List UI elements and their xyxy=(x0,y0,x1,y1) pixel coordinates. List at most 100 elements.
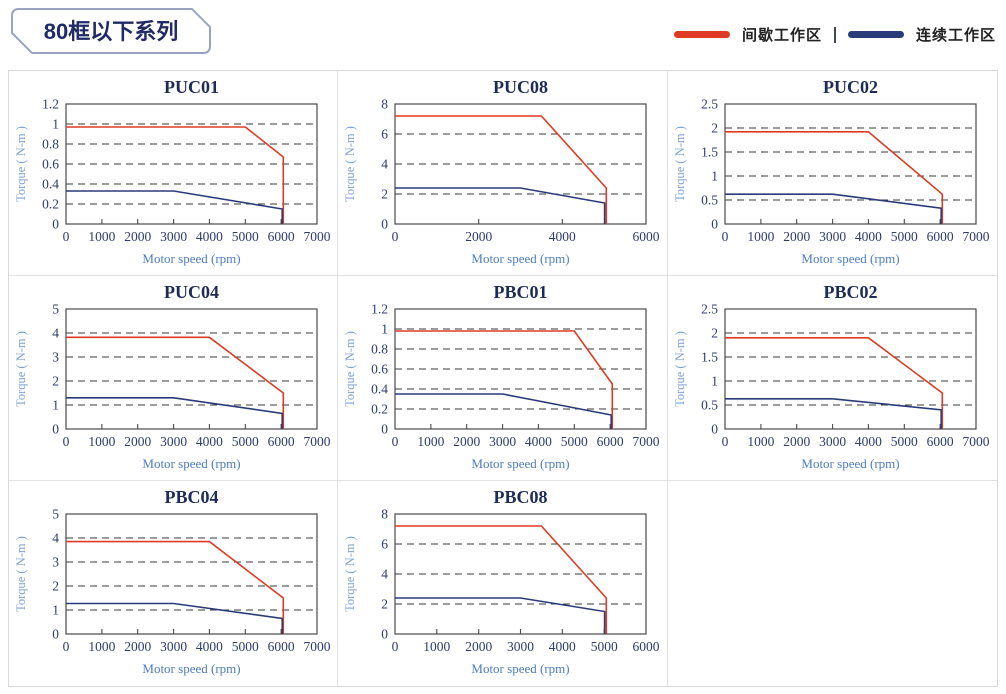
svg-text:6000: 6000 xyxy=(633,639,660,654)
svg-text:4: 4 xyxy=(382,157,389,172)
svg-text:4000: 4000 xyxy=(196,229,223,244)
svg-text:2000: 2000 xyxy=(783,434,810,449)
svg-text:2: 2 xyxy=(711,121,718,136)
chart-cell: 0 2000 4000 6000 0 2 4 6 8 PUC08 Torque ( N-m ) Mot… xyxy=(338,71,668,276)
svg-text:1000: 1000 xyxy=(88,434,115,449)
svg-text:7000: 7000 xyxy=(633,434,660,449)
svg-text:4000: 4000 xyxy=(196,639,223,654)
svg-text:0.4: 0.4 xyxy=(371,382,388,397)
svg-text:1: 1 xyxy=(382,322,389,337)
svg-text:1: 1 xyxy=(52,117,59,132)
svg-text:2: 2 xyxy=(52,374,59,389)
legend-label-continuous: 连续工作区 xyxy=(915,27,996,44)
svg-text:3000: 3000 xyxy=(160,229,187,244)
chart-cell: 0 1000 2000 3000 4000 5000 6000 0 2 4 6 8 PBC08 Torqu… xyxy=(338,481,668,686)
continuous-line-swatch xyxy=(847,31,904,38)
svg-text:0: 0 xyxy=(52,422,59,437)
svg-text:2: 2 xyxy=(382,597,389,612)
svg-text:4: 4 xyxy=(382,567,389,582)
svg-text:3000: 3000 xyxy=(489,434,516,449)
svg-text:0: 0 xyxy=(52,217,59,232)
svg-text:5000: 5000 xyxy=(232,434,259,449)
svg-text:3: 3 xyxy=(52,555,59,570)
svg-text:PUC02: PUC02 xyxy=(823,77,878,97)
torque-speed-chart: 0 1000 2000 3000 4000 5000 6000 7000 0 0.5 1 1.5 2 2.… xyxy=(673,282,990,471)
svg-text:0.5: 0.5 xyxy=(701,193,718,208)
svg-text:PBC02: PBC02 xyxy=(823,282,877,302)
svg-text:5000: 5000 xyxy=(232,229,259,244)
torque-speed-chart: 0 1000 2000 3000 4000 5000 6000 7000 0 0.2 0.4 0.6 0… xyxy=(343,282,660,471)
svg-text:Motor speed (rpm): Motor speed (rpm) xyxy=(801,251,899,266)
svg-text:1000: 1000 xyxy=(418,434,445,449)
svg-text:2: 2 xyxy=(711,326,718,341)
svg-text:2000: 2000 xyxy=(466,229,493,244)
torque-speed-chart: 0 1000 2000 3000 4000 5000 6000 7000 0 1 2 3 4 5 PBC04… xyxy=(14,487,331,676)
svg-text:2.5: 2.5 xyxy=(701,97,718,112)
svg-text:PUC04: PUC04 xyxy=(164,282,219,302)
svg-text:2000: 2000 xyxy=(124,434,151,449)
svg-text:1: 1 xyxy=(52,603,59,618)
svg-text:6: 6 xyxy=(382,127,389,142)
svg-text:0: 0 xyxy=(711,217,718,232)
svg-text:0: 0 xyxy=(52,627,59,642)
svg-text:5: 5 xyxy=(52,302,59,317)
svg-text:Torque ( N-m ): Torque ( N-m ) xyxy=(673,126,687,202)
badge-title: 80框以下系列 xyxy=(44,19,178,44)
charts-grid-panel: 0 1000 2000 3000 4000 5000 6000 7000 0 0.2 0.4 0.6 0… xyxy=(8,70,998,687)
svg-text:0.6: 0.6 xyxy=(42,157,59,172)
legend-item-intermittent: 间歇工作区 xyxy=(673,24,822,45)
svg-text:0: 0 xyxy=(711,422,718,437)
svg-text:0: 0 xyxy=(63,639,70,654)
svg-text:Torque ( N-m ): Torque ( N-m ) xyxy=(673,331,687,407)
svg-text:5000: 5000 xyxy=(561,434,588,449)
svg-text:Torque ( N-m ): Torque ( N-m ) xyxy=(14,331,28,407)
chart-cell: 0 1000 2000 3000 4000 5000 6000 7000 0 1 2 3 4 5 PBC04… xyxy=(9,481,339,686)
svg-text:Motor speed (rpm): Motor speed (rpm) xyxy=(142,251,240,266)
svg-text:7000: 7000 xyxy=(962,229,989,244)
legend-label-intermittent: 间歇工作区 xyxy=(741,27,822,44)
svg-text:0.5: 0.5 xyxy=(701,398,718,413)
svg-text:7000: 7000 xyxy=(962,434,989,449)
svg-text:PBC08: PBC08 xyxy=(494,487,548,507)
svg-text:PUC08: PUC08 xyxy=(493,77,548,97)
svg-text:6000: 6000 xyxy=(926,434,953,449)
svg-text:0: 0 xyxy=(63,434,70,449)
svg-text:8: 8 xyxy=(382,97,389,112)
svg-text:0.8: 0.8 xyxy=(42,137,59,152)
svg-text:Motor speed (rpm): Motor speed (rpm) xyxy=(142,456,240,471)
svg-text:5000: 5000 xyxy=(890,434,917,449)
chart-legend: 间歇工作区 连续工作区 xyxy=(673,24,996,45)
svg-text:5: 5 xyxy=(52,507,59,522)
svg-text:5000: 5000 xyxy=(890,229,917,244)
svg-text:6000: 6000 xyxy=(633,229,660,244)
chart-cell: 0 1000 2000 3000 4000 5000 6000 7000 0 0.5 1 1.5 2 2.… xyxy=(667,276,997,481)
svg-text:Torque ( N-m ): Torque ( N-m ) xyxy=(343,536,357,612)
svg-text:1: 1 xyxy=(711,169,718,184)
svg-text:2000: 2000 xyxy=(124,639,151,654)
svg-text:2000: 2000 xyxy=(124,229,151,244)
svg-text:4: 4 xyxy=(52,326,59,341)
svg-text:3000: 3000 xyxy=(819,229,846,244)
svg-text:Torque ( N-m ): Torque ( N-m ) xyxy=(14,126,28,202)
svg-text:6000: 6000 xyxy=(268,639,295,654)
svg-text:8: 8 xyxy=(382,507,389,522)
torque-speed-chart: 0 1000 2000 3000 4000 5000 6000 7000 0 0.2 0.4 0.6 0… xyxy=(14,77,331,266)
svg-text:Motor speed (rpm): Motor speed (rpm) xyxy=(472,456,570,471)
svg-text:0: 0 xyxy=(382,422,389,437)
svg-text:2: 2 xyxy=(52,579,59,594)
svg-text:6: 6 xyxy=(382,537,389,552)
svg-text:3000: 3000 xyxy=(819,434,846,449)
svg-text:1000: 1000 xyxy=(88,639,115,654)
svg-text:1.2: 1.2 xyxy=(371,302,388,317)
torque-speed-chart: 0 2000 4000 6000 0 2 4 6 8 PUC08 Torque ( N-m ) Mot… xyxy=(343,77,660,266)
svg-text:0: 0 xyxy=(382,217,389,232)
svg-text:0: 0 xyxy=(392,434,399,449)
svg-text:Motor speed (rpm): Motor speed (rpm) xyxy=(472,251,570,266)
svg-text:Torque ( N-m ): Torque ( N-m ) xyxy=(343,126,357,202)
svg-text:0.8: 0.8 xyxy=(371,342,388,357)
intermittent-line-swatch xyxy=(673,31,730,38)
svg-text:1: 1 xyxy=(711,374,718,389)
svg-text:1000: 1000 xyxy=(424,639,451,654)
svg-text:Motor speed (rpm): Motor speed (rpm) xyxy=(142,661,240,676)
chart-cell: 0 1000 2000 3000 4000 5000 6000 7000 0 0.5 1 1.5 2 2.… xyxy=(667,71,997,276)
